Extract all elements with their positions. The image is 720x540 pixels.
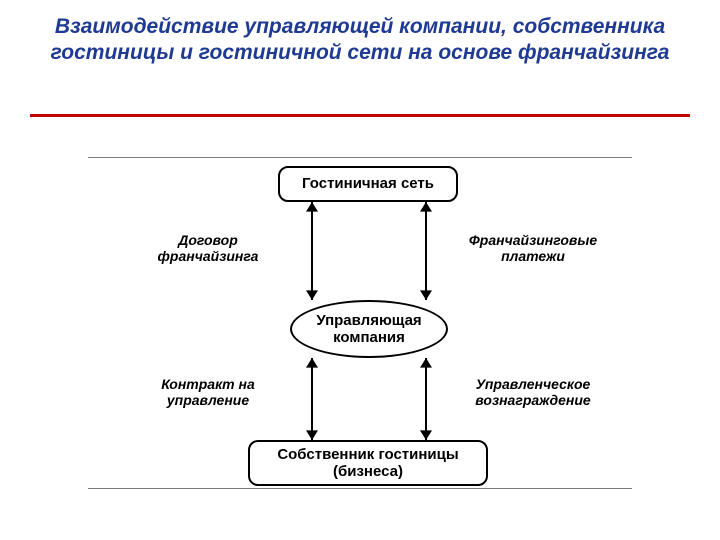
connectors <box>0 0 720 540</box>
edge-label-management-fee: Управленческое вознаграждение <box>438 376 628 408</box>
edge-label-franchise-contract: Договор франчайзинга <box>128 232 288 264</box>
diagram-rule-bottom <box>88 488 632 489</box>
slide: Взаимодействие управляющей компании, соб… <box>0 0 720 540</box>
edge-label-management-contract: Контракт на управление <box>128 376 288 408</box>
diagram: Гостиничная сеть Управляющая компания Со… <box>0 0 720 540</box>
edge-label-franchise-payments: Франчайзинговые платежи <box>438 232 628 264</box>
